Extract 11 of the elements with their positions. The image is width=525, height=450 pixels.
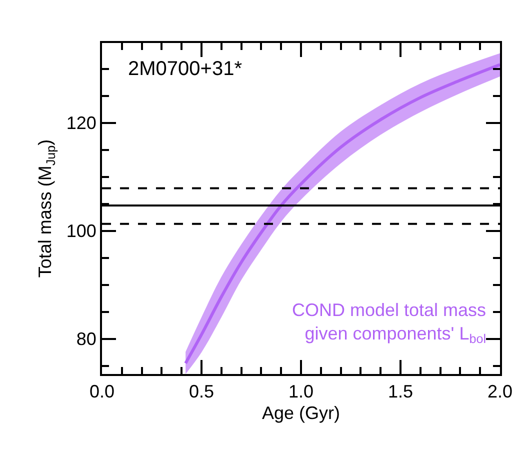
x-tick-label: 0.0 <box>89 382 115 402</box>
y-tick-label: 120 <box>66 113 96 134</box>
y-tick-label: 80 <box>76 329 96 350</box>
x-tick-label: 1.5 <box>388 382 414 402</box>
x-tick-label: 2.0 <box>487 382 513 402</box>
y-tick-label: 100 <box>66 221 96 242</box>
text: 2M0700+31* <box>128 58 242 80</box>
x-tick-label: 0.5 <box>188 382 214 402</box>
x-tick-label: 1.0 <box>288 382 314 402</box>
text: COND model total mass given components' L$_{bol}$ <box>292 300 486 346</box>
x-axis-title: Age (Gyr) <box>262 403 340 424</box>
